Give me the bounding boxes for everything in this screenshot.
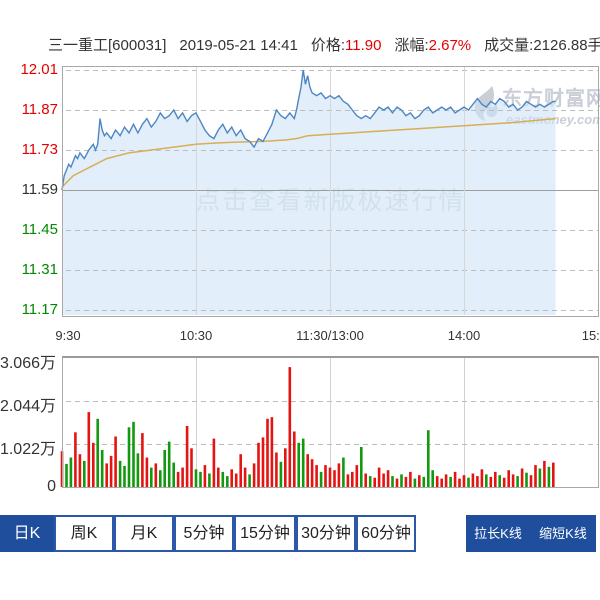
period-toolbar: 日K 周K 月K 5分钟 15分钟 30分钟 60分钟 拉长K线 缩短K线 (0, 515, 600, 552)
quote-datetime: 2019-05-21 14:41 (179, 37, 298, 54)
price-axis-label: 11.17 (21, 301, 58, 318)
price-axis-label: 12.01 (20, 61, 58, 78)
period-button-5min[interactable]: 5分钟 (174, 515, 234, 552)
period-button-15min[interactable]: 15分钟 (234, 515, 296, 552)
price-axis-label: 11.31 (21, 261, 58, 278)
time-axis-label: 9:30 (55, 328, 81, 343)
volume-axis-label: 2.044万 (0, 398, 56, 415)
volume-axis-label: 0 (47, 478, 56, 495)
change-value: 2.67% (428, 37, 472, 54)
volume-axis-label: 1.022万 (0, 441, 56, 458)
lengthen-kline-button[interactable]: 拉长K线 (466, 515, 530, 552)
price-axis-label: 11.73 (21, 141, 58, 158)
time-axis-label: 11:30/13:00 (296, 328, 364, 343)
period-button-weekly-k[interactable]: 周K (54, 515, 114, 552)
price-value: 11.90 (345, 37, 382, 54)
volume-axis-label: 3.066万 (0, 355, 56, 372)
period-button-30min[interactable]: 30分钟 (296, 515, 356, 552)
price-axis-label: 11.87 (21, 101, 58, 118)
price-axis-label: 11.45 (21, 221, 58, 238)
quote-header: 三一重工[600031] 2019-05-21 14:41 价格:11.90 涨幅:2… (48, 34, 600, 55)
volume-value: 2126.88手 (533, 37, 600, 54)
price-axis-label: 11.59 (21, 181, 58, 198)
period-button-monthly-k[interactable]: 月K (114, 515, 174, 552)
time-axis-label: 10:30 (179, 328, 213, 343)
time-axis-label: 15:00 (581, 328, 600, 343)
change-label: 涨幅: (394, 37, 429, 54)
price-label: 价格: (310, 37, 345, 54)
stock-name: 三一重工[600031] (48, 37, 167, 54)
volume-label: 成交量: (484, 37, 534, 54)
shorten-kline-button[interactable]: 缩短K线 (530, 515, 596, 552)
period-button-daily-k[interactable]: 日K (0, 515, 54, 552)
period-button-60min[interactable]: 60分钟 (356, 515, 416, 552)
time-axis-label: 14:00 (447, 328, 481, 343)
